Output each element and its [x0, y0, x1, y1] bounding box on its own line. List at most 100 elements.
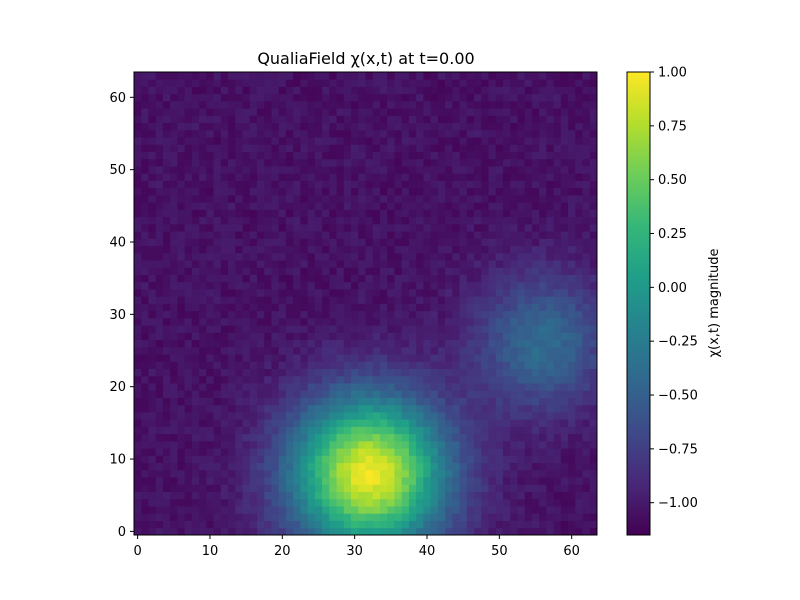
- heatmap-cell: [249, 260, 258, 268]
- heatmap-cell: [452, 404, 460, 413]
- heatmap-cell: [314, 223, 323, 232]
- heatmap-cell: [314, 332, 323, 341]
- heatmap-cell: [452, 100, 460, 109]
- heatmap-cell: [235, 368, 243, 377]
- heatmap-cell: [452, 448, 460, 456]
- heatmap-cell: [256, 477, 265, 485]
- heatmap-cell: [285, 404, 294, 413]
- heatmap-cell: [531, 289, 540, 297]
- heatmap-cell: [466, 274, 475, 283]
- heatmap-cell: [235, 477, 243, 485]
- heatmap-cell: [322, 346, 330, 355]
- heatmap-cell: [582, 209, 591, 218]
- heatmap-cell: [517, 527, 526, 536]
- heatmap-cell: [256, 187, 265, 196]
- heatmap-cell: [293, 368, 301, 377]
- heatmap-cell: [539, 296, 547, 304]
- heatmap-cell: [430, 361, 439, 370]
- heatmap-cell: [546, 513, 554, 521]
- heatmap-cell: [517, 506, 526, 514]
- heatmap-cell: [329, 93, 337, 102]
- heatmap-cell: [481, 390, 489, 398]
- heatmap-cell: [517, 108, 526, 116]
- heatmap-cell: [213, 462, 222, 471]
- heatmap-cell: [589, 419, 598, 427]
- heatmap-cell: [408, 245, 417, 254]
- heatmap-cell: [401, 281, 410, 290]
- heatmap-cell: [560, 368, 569, 377]
- heatmap-cell: [459, 267, 468, 275]
- heatmap-cell: [394, 404, 403, 413]
- heatmap-cell: [539, 187, 547, 196]
- heatmap-cell: [300, 245, 309, 254]
- heatmap-cell: [560, 79, 569, 87]
- heatmap-cell: [488, 194, 497, 203]
- heatmap-cell: [459, 484, 468, 492]
- heatmap-cell: [358, 216, 366, 225]
- heatmap-cell: [517, 231, 526, 239]
- heatmap-cell: [582, 368, 591, 377]
- heatmap-cell: [502, 383, 511, 391]
- heatmap-cell: [264, 455, 272, 464]
- heatmap-cell: [228, 491, 236, 500]
- heatmap-cell: [155, 506, 164, 514]
- heatmap-cell: [351, 303, 359, 312]
- heatmap-cell: [336, 260, 345, 268]
- heatmap-cell: [502, 72, 511, 80]
- heatmap-cell: [502, 433, 511, 442]
- heatmap-cell: [372, 527, 381, 536]
- heatmap-cell: [517, 339, 526, 348]
- heatmap-cell: [539, 260, 547, 268]
- heatmap-cell: [379, 498, 388, 507]
- heatmap-cell: [401, 260, 410, 268]
- heatmap-cell: [423, 332, 432, 341]
- heatmap-cell: [387, 455, 395, 464]
- heatmap-cell: [228, 317, 236, 326]
- heatmap-cell: [379, 267, 388, 275]
- heatmap-cell: [264, 317, 272, 326]
- heatmap-cell: [379, 144, 388, 152]
- heatmap-cell: [264, 72, 272, 80]
- heatmap-cell: [445, 187, 453, 196]
- heatmap-cell: [372, 513, 381, 521]
- heatmap-cell: [474, 281, 482, 290]
- heatmap-cell: [481, 289, 489, 297]
- heatmap-cell: [314, 231, 323, 239]
- heatmap-cell: [206, 383, 214, 391]
- heatmap-cell: [300, 252, 309, 261]
- heatmap-cell: [488, 296, 497, 304]
- heatmap-cell: [423, 180, 432, 189]
- heatmap-cell: [546, 180, 554, 189]
- heatmap-cell: [134, 303, 142, 312]
- heatmap-cell: [510, 383, 518, 391]
- heatmap-cell: [148, 144, 157, 152]
- heatmap-cell: [329, 86, 337, 95]
- heatmap-cell: [155, 390, 164, 398]
- heatmap-cell: [539, 346, 547, 355]
- heatmap-cell: [372, 100, 381, 109]
- heatmap-cell: [589, 404, 598, 413]
- heatmap-cell: [134, 289, 142, 297]
- heatmap-cell: [466, 390, 475, 398]
- heatmap-cell: [510, 404, 518, 413]
- heatmap-cell: [242, 281, 251, 290]
- heatmap-cell: [162, 79, 171, 87]
- heatmap-cell: [307, 187, 316, 196]
- heatmap-cell: [271, 289, 280, 297]
- heatmap-cell: [510, 368, 518, 377]
- heatmap-cell: [213, 455, 222, 464]
- heatmap-cell: [531, 173, 540, 181]
- heatmap-cell: [575, 455, 583, 464]
- heatmap-cell: [539, 310, 547, 319]
- heatmap-cell: [184, 325, 193, 333]
- heatmap-cell: [560, 469, 569, 478]
- heatmap-cell: [206, 404, 214, 413]
- heatmap-cell: [314, 260, 323, 268]
- heatmap-cell: [249, 72, 258, 80]
- heatmap-cell: [141, 129, 149, 138]
- heatmap-cell: [495, 484, 504, 492]
- heatmap-cell: [568, 527, 576, 536]
- heatmap-cell: [582, 115, 591, 124]
- heatmap-cell: [162, 267, 171, 275]
- heatmap-cell: [416, 158, 424, 167]
